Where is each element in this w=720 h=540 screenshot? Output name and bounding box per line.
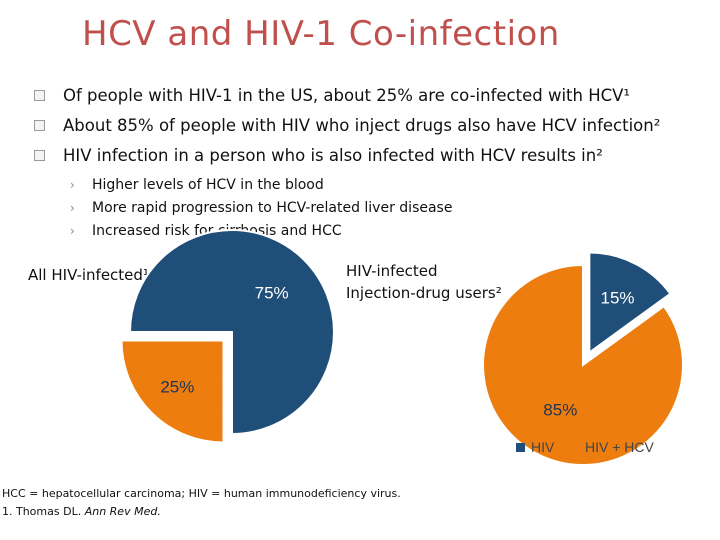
pie-slice-label-hiv-hcv: 85%	[543, 401, 577, 420]
chart2-title-line2: Injection-drug users²	[346, 284, 502, 302]
chevron-right-icon: ›	[70, 178, 75, 192]
reference-text: 1. Thomas DL.	[2, 505, 85, 518]
legend-label-hiv-hcv: HIV + HCV	[585, 439, 655, 455]
bullet-list: Of people with HIV-1 in the US, about 25…	[34, 84, 714, 174]
pie-slice-hiv-hcv	[482, 263, 684, 466]
bullet-text: Of people with HIV-1 in the US, about 25…	[63, 86, 631, 105]
pie-slice-hiv	[588, 251, 672, 355]
square-bullet-icon	[34, 150, 45, 161]
bullet-item: About 85% of people with HIV who inject …	[34, 114, 714, 144]
legend-swatch-hiv-hcv	[570, 443, 579, 452]
pie-slice-hiv-hcv	[120, 339, 225, 444]
footnote-reference: 1. Thomas DL. Ann Rev Med.	[2, 505, 161, 518]
bullet-text: HIV infection in a person who is also in…	[63, 146, 603, 165]
pie-chart-all-hiv: 75% 25%	[120, 229, 335, 444]
sub-bullet-text: Higher levels of HCV in the blood	[92, 177, 324, 193]
chart2-title: HIV-infected Injection-drug users²	[346, 260, 502, 304]
pie-slice-label-hiv: 75%	[255, 283, 289, 302]
footnote-abbreviations: HCC = hepatocellular carcinoma; HIV = hu…	[2, 487, 401, 500]
pie-slice-label-hiv: 15%	[600, 288, 634, 307]
chevron-right-icon: ›	[70, 224, 75, 238]
square-bullet-icon	[34, 90, 45, 101]
chevron-right-icon: ›	[70, 201, 75, 215]
bullet-item: HIV infection in a person who is also in…	[34, 144, 714, 174]
chart2-title-line1: HIV-infected	[346, 262, 438, 280]
bullet-item: Of people with HIV-1 in the US, about 25…	[34, 84, 714, 114]
chart-legend: HIV HIV + HCV	[516, 439, 655, 455]
pie-slice-hiv	[128, 229, 335, 436]
sub-bullet-text: More rapid progression to HCV-related li…	[92, 200, 453, 216]
legend-swatch-hiv	[516, 443, 525, 452]
legend-label-hiv: HIV	[531, 439, 555, 455]
square-bullet-icon	[34, 120, 45, 131]
chart1-title: All HIV-infected¹	[28, 266, 149, 284]
pie-slice-label-hiv-hcv: 25%	[160, 378, 194, 397]
bullet-text: About 85% of people with HIV who inject …	[63, 116, 661, 135]
slide-title: HCV and HIV-1 Co-infection	[82, 14, 560, 54]
pie-chart-idu: 15% 85%	[482, 251, 684, 466]
reference-journal: Ann Rev Med.	[84, 505, 161, 518]
